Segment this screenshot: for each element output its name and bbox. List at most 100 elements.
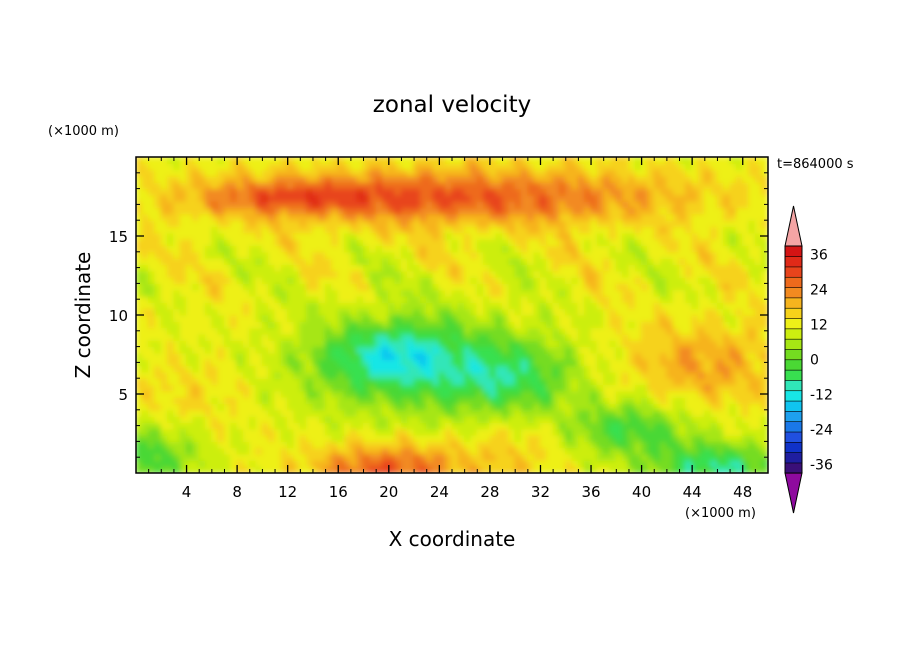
field-cell [495,415,504,424]
field-cell [590,466,598,473]
field-cell [356,232,365,240]
field-cell [748,276,756,284]
field-cell [268,301,276,310]
field-cell [476,244,485,253]
field-cell [647,157,655,164]
field-cell [590,308,598,316]
field-cell [710,440,719,449]
field-cell [249,402,257,411]
field-cell [312,295,320,303]
field-cell [653,219,662,228]
field-cell [337,459,346,468]
field-cell [546,466,554,473]
field-cell [136,428,143,436]
field-cell [362,157,371,164]
field-cell [558,390,567,398]
field-cell [571,257,579,266]
field-cell [306,346,314,354]
field-cell [204,440,213,449]
field-cell [249,466,257,473]
field-cell [249,459,257,468]
field-cell [577,282,586,291]
field-cell [748,206,756,215]
field-cell [306,447,314,455]
field-cell [659,440,668,449]
field-cell [198,251,207,259]
field-cell [325,194,333,202]
field-cell [754,289,763,297]
field-cell [255,200,263,209]
field-cell [716,434,725,442]
field-cell [160,371,169,379]
field-cell [426,188,434,196]
field-cell [710,346,719,354]
field-cell [249,371,257,379]
field-cell [659,175,668,183]
field-cell [325,327,333,335]
field-cell [394,213,403,221]
field-cell [198,181,207,190]
field-cell [362,364,371,373]
field-cell [350,352,358,360]
field-cell [710,157,719,164]
field-cell [552,263,561,272]
field-cell [571,181,579,190]
field-cell [659,251,668,259]
field-cell [369,333,377,341]
field-cell [539,327,548,335]
field-cell [761,213,768,221]
field-cell [445,232,453,240]
field-cell [735,466,744,473]
field-cell [388,466,396,473]
field-cell [470,421,478,430]
field-cell [514,434,523,442]
field-cell [470,440,478,449]
field-cell [407,219,415,228]
field-cell [672,371,681,379]
field-cell [470,327,478,335]
field-cell [622,453,630,461]
field-cell [742,402,750,411]
field-cell [167,339,175,348]
field-cell [419,238,428,247]
field-cell [723,383,731,392]
field-cell [204,314,213,322]
field-cell [584,383,592,392]
field-cell [318,352,327,360]
field-cell [735,383,744,392]
field-cell [343,314,352,322]
field-cell [369,181,377,190]
field-cell [432,206,440,215]
field-cell [691,327,700,335]
field-cell [451,200,459,209]
field-cell [508,314,516,322]
field-cell [508,301,516,310]
field-cell [678,289,687,297]
field-cell [299,409,308,417]
field-cell [154,194,162,202]
field-cell [590,390,598,398]
field-cell [204,257,213,266]
field-cell [710,206,719,215]
field-cell [255,339,263,348]
field-cell [388,282,396,291]
field-cell [710,213,719,221]
field-cell [723,320,731,329]
field-cell [293,282,301,291]
field-cell [426,157,434,164]
field-cell [533,157,542,164]
field-cell [483,251,491,259]
field-cell [596,263,605,272]
field-cell [419,244,428,253]
field-cell [369,301,377,310]
field-cell [672,263,681,272]
field-cell [577,453,586,461]
field-cell [754,447,763,455]
field-cell [223,162,232,171]
field-cell [470,308,478,316]
field-cell [362,162,371,171]
field-cell [628,314,636,322]
field-cell [659,157,668,164]
field-cell [362,415,371,424]
field-cell [634,327,643,335]
